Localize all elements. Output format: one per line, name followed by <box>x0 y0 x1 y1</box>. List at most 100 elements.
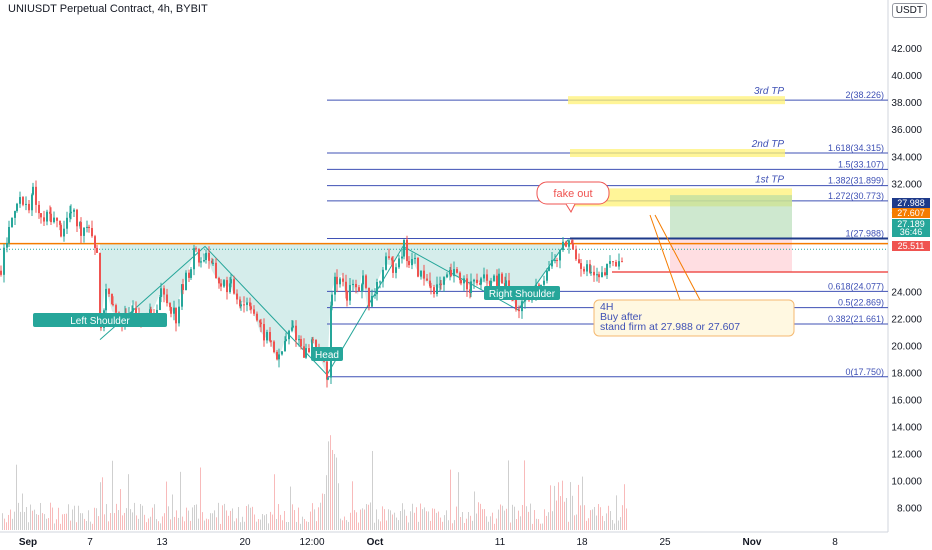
candle-body <box>355 283 357 288</box>
volume-bar <box>416 507 417 530</box>
volume-bar <box>590 510 591 530</box>
candle-body <box>598 274 600 278</box>
volume-bar <box>362 508 363 530</box>
price-tick-label: 12.000 <box>891 449 922 460</box>
volume-bar <box>626 508 627 530</box>
take-profit-zone <box>568 96 785 105</box>
candle-body <box>285 339 287 342</box>
volume-bar <box>264 515 265 530</box>
volume-bar <box>516 519 517 530</box>
candle-body <box>73 209 75 212</box>
candle-body <box>596 274 598 276</box>
fakeout-callout-pointer <box>565 203 576 214</box>
volume-bar <box>490 516 491 530</box>
volume-bar <box>134 502 135 530</box>
volume-bar <box>230 510 231 530</box>
volume-bar <box>24 511 25 530</box>
candle-body <box>86 226 88 228</box>
volume-bar <box>376 509 377 530</box>
volume-bar <box>502 505 503 530</box>
volume-bar <box>618 520 619 530</box>
volume-bar <box>536 518 537 530</box>
volume-bar <box>354 510 355 530</box>
volume-bar <box>252 506 253 530</box>
volume-bar <box>574 515 575 530</box>
candle-body <box>395 267 397 273</box>
volume-bar <box>86 520 87 530</box>
candle-body <box>559 249 561 261</box>
volume-bar <box>602 515 603 530</box>
note-text: 4H <box>600 301 613 313</box>
volume-bar <box>586 520 587 530</box>
volume-bar <box>382 506 383 530</box>
candle-body <box>60 224 62 237</box>
candle-body <box>230 279 232 284</box>
volume-bar <box>314 509 315 530</box>
candle-body <box>578 259 580 264</box>
candle-body <box>398 258 400 268</box>
volume-bar <box>612 520 613 530</box>
volume-bar <box>232 508 233 530</box>
volume-bar <box>466 518 467 530</box>
candle-body <box>11 217 13 227</box>
volume-bar <box>352 481 353 530</box>
volume-bar <box>52 507 53 530</box>
candle-body <box>615 262 617 267</box>
volume-bar <box>436 512 437 530</box>
volume-bar <box>578 484 579 530</box>
volume-bar <box>318 507 319 530</box>
volume-bar <box>538 519 539 530</box>
candle-body <box>606 263 608 276</box>
volume-bar <box>420 503 421 530</box>
volume-bar <box>150 516 151 530</box>
candle-body <box>305 348 307 358</box>
volume-bar <box>606 513 607 530</box>
volume-bar <box>274 474 275 530</box>
pattern-label-box <box>311 347 343 361</box>
volume-bar <box>202 512 203 530</box>
volume-bar <box>210 513 211 530</box>
candle-body <box>160 288 162 298</box>
volume-bar <box>284 511 285 530</box>
volume-bar <box>226 510 227 530</box>
volume-bar <box>472 520 473 530</box>
price-badge <box>892 227 930 237</box>
currency-unit-button[interactable]: USDT <box>891 3 927 18</box>
candle-body <box>518 309 520 312</box>
volume-bar <box>572 495 573 530</box>
candle-body <box>32 186 34 195</box>
volume-bar <box>358 522 359 530</box>
candle-body <box>22 197 24 205</box>
candle-body <box>453 269 455 276</box>
candle-body <box>604 272 606 276</box>
volume-bar <box>496 518 497 530</box>
volume-bar <box>512 504 513 530</box>
volume-bar <box>238 507 239 530</box>
candle-body <box>609 261 611 264</box>
price-tick-label: 10.000 <box>891 477 922 488</box>
volume-bar <box>592 509 593 530</box>
candle-body <box>334 276 336 295</box>
volume-bar <box>222 505 223 530</box>
candle-body <box>430 286 432 288</box>
time-tick-label: Nov <box>743 537 762 548</box>
volume-bar <box>554 485 555 530</box>
candle-body <box>50 213 52 223</box>
candle-body <box>273 341 275 352</box>
volume-bar <box>458 472 459 530</box>
candle-body <box>40 213 42 218</box>
candle-body <box>330 305 332 378</box>
candle-body <box>459 272 461 280</box>
volume-bar <box>84 518 85 530</box>
volume-bar <box>178 517 179 530</box>
candle-body <box>362 275 364 285</box>
volume-bar <box>456 506 457 530</box>
candle-body <box>562 241 564 250</box>
volume-bar <box>278 504 279 530</box>
volume-bar <box>166 481 167 530</box>
volume-bar <box>160 523 161 530</box>
candle-body <box>392 260 394 273</box>
volume-bar <box>424 507 425 530</box>
candle-body <box>19 197 21 204</box>
candle-body <box>198 249 200 263</box>
